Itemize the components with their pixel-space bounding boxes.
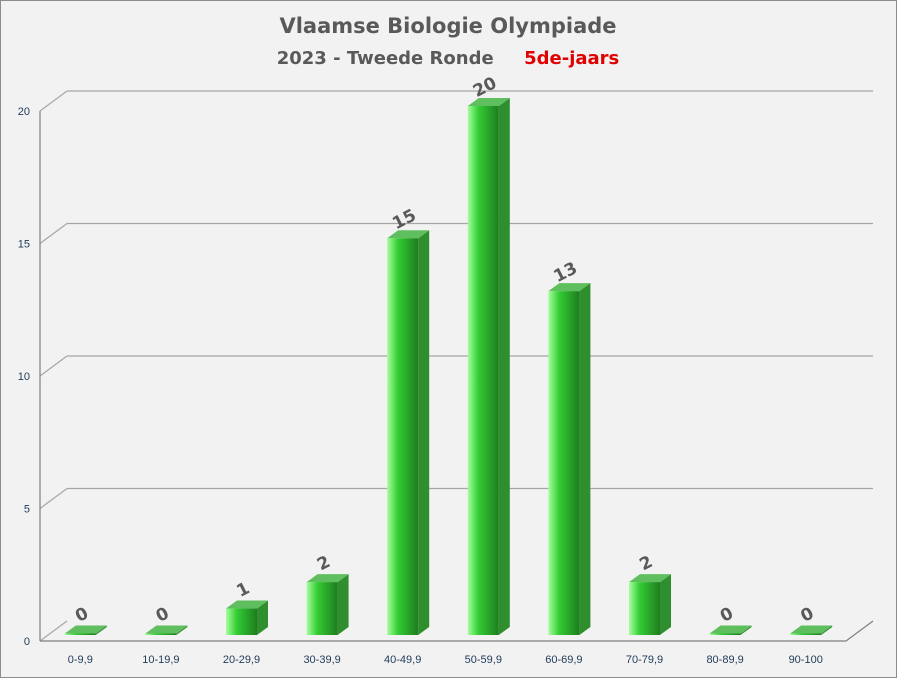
- x-tick-label: 80-89,9: [706, 654, 743, 666]
- y-tick-labels: 0 5 10 15 20: [18, 106, 30, 648]
- x-tick-label: 50-59,9: [465, 654, 502, 666]
- bar-30-39,9: [306, 574, 349, 635]
- data-label: 13: [551, 258, 581, 287]
- data-label: 0: [798, 603, 818, 626]
- bar-50-59,9: [467, 98, 510, 635]
- bar-front: [629, 582, 660, 635]
- y-tick-label: 15: [18, 239, 30, 251]
- x-tick-label: 40-49,9: [384, 654, 421, 666]
- bar-top: [64, 625, 107, 634]
- bar-side: [337, 574, 349, 635]
- x-tick-label: 20-29,9: [223, 654, 260, 666]
- data-label: 0: [717, 603, 737, 626]
- bar-top: [709, 625, 752, 634]
- data-label: 0: [153, 603, 173, 626]
- x-tick-label: 90-100: [789, 654, 823, 666]
- bar-top: [790, 625, 833, 634]
- bar-90-100: [790, 625, 833, 635]
- y-tick-label: 20: [18, 106, 30, 118]
- bar-side: [821, 625, 833, 635]
- floor-outline: [40, 620, 874, 642]
- data-label: 1: [233, 578, 253, 601]
- gridline-side-20: [39, 90, 68, 112]
- bar-front: [306, 582, 338, 635]
- bar-side: [498, 98, 510, 635]
- bar-front: [709, 633, 741, 635]
- chart-subtitle-highlight: 5de-jaars: [524, 48, 619, 69]
- bar-60-69,9: [548, 283, 591, 635]
- bar-40-49,9: [387, 230, 430, 635]
- bar-top: [467, 98, 510, 106]
- bar-top: [145, 625, 188, 634]
- chart-title: Vlaamse Biologie Olympiade: [279, 14, 616, 38]
- bar-70-79,9: [629, 574, 671, 635]
- y-tick-label: 10: [18, 371, 30, 383]
- gridline-side-10: [39, 355, 68, 377]
- data-label: 2: [636, 552, 656, 575]
- bar-top: [306, 574, 349, 583]
- x-tick-label: 60-69,9: [545, 654, 582, 666]
- gridline-side-15: [39, 223, 68, 244]
- y-tick-label: 5: [24, 504, 30, 516]
- bar-20-29,9: [226, 600, 268, 635]
- x-tick-label: 0-9,9: [68, 654, 93, 666]
- data-label: 2: [314, 552, 334, 575]
- bar-top: [387, 230, 430, 239]
- bar-side: [418, 230, 430, 635]
- bar-side: [95, 625, 107, 635]
- bars: [64, 98, 833, 635]
- bar-side: [660, 574, 671, 635]
- bar-side: [176, 625, 188, 635]
- y-tick-label: 0: [24, 636, 30, 648]
- bar-front: [467, 106, 499, 635]
- bar-front: [548, 291, 580, 635]
- chart-subtitle: 2023 - Tweede Ronde: [277, 48, 494, 69]
- bar-side: [740, 625, 752, 635]
- x-tick-label: 70-79,9: [626, 654, 663, 666]
- data-label: 15: [389, 206, 419, 235]
- chart-subtitle-line: 2023 - Tweede Ronde 5de-jaars: [277, 48, 620, 69]
- bar-front: [145, 633, 177, 635]
- bar-top: [548, 283, 591, 292]
- bar-front: [790, 633, 822, 635]
- bar-side: [579, 283, 591, 635]
- bar-0-9,9: [64, 625, 107, 635]
- x-tick-labels: 0-9,9 10-19,9 20-29,9 30-39,9 40-49,9 50-59,9…: [68, 654, 823, 666]
- bar-front: [64, 633, 96, 635]
- gridline-side-0: [39, 620, 68, 642]
- grid-lines: [39, 90, 873, 642]
- data-label: 20: [470, 73, 500, 102]
- bar-front: [387, 238, 419, 635]
- bar-front: [226, 608, 257, 635]
- x-tick-label: 10-19,9: [142, 654, 179, 666]
- bar-top: [629, 574, 671, 583]
- data-label: 0: [72, 603, 92, 626]
- bar-side: [257, 600, 268, 635]
- bar-top: [226, 600, 268, 609]
- bar-80-89,9: [709, 625, 752, 635]
- x-tick-label: 30-39,9: [303, 654, 340, 666]
- gridline-side-5: [39, 488, 68, 509]
- bar-10-19,9: [145, 625, 188, 635]
- axes: [39, 111, 874, 642]
